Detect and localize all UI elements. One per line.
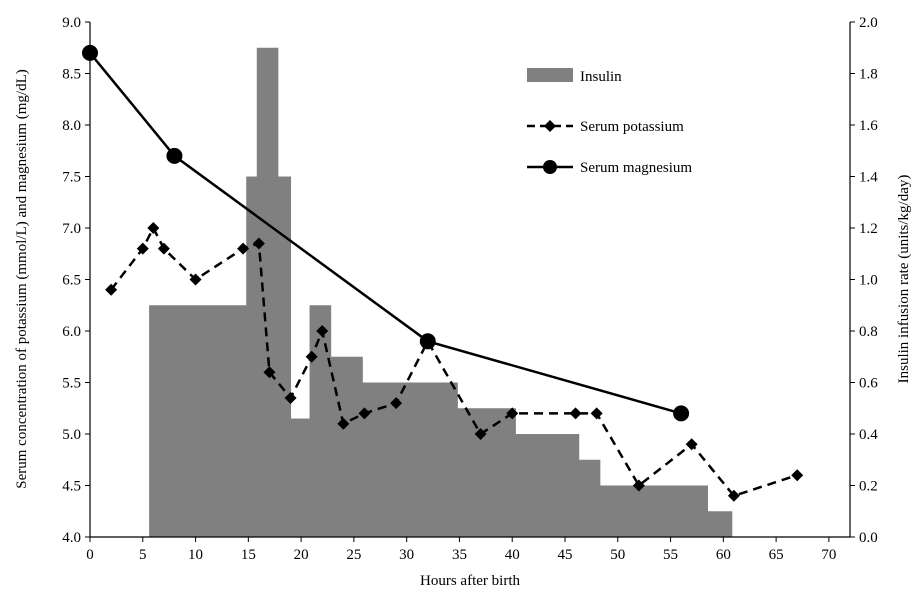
y-left-tick-label: 5.0 bbox=[62, 427, 81, 443]
insulin-bar-3 bbox=[277, 176, 292, 537]
insulin-bar-9 bbox=[515, 434, 580, 537]
potassium-point bbox=[358, 407, 371, 420]
magnesium-point bbox=[673, 405, 690, 422]
left-axis-title: Serum concentration of potassium (mmol/L… bbox=[14, 69, 30, 489]
potassium-point bbox=[237, 242, 250, 255]
y-right-tick-label: 0.0 bbox=[859, 530, 878, 546]
y-right-tick-label: 1.6 bbox=[859, 118, 878, 134]
potassium-point bbox=[569, 407, 582, 420]
y-right-tick-label: 1.2 bbox=[859, 221, 878, 237]
insulin-bar-12 bbox=[707, 511, 733, 537]
potassium-point bbox=[189, 273, 202, 286]
y-left-tick-label: 8.5 bbox=[62, 67, 81, 83]
potassium-point bbox=[263, 366, 276, 379]
y-right-tick-label: 1.8 bbox=[859, 67, 878, 83]
x-tick-label: 70 bbox=[821, 547, 836, 563]
potassium-point bbox=[147, 222, 160, 234]
insulin-bars bbox=[149, 47, 733, 537]
legend-magnesium-label: Serum magnesium bbox=[580, 160, 692, 176]
x-tick-label: 0 bbox=[86, 547, 94, 563]
x-tick-label: 65 bbox=[769, 547, 784, 563]
insulin-bar-4 bbox=[290, 418, 311, 537]
y-left-tick-label: 4.5 bbox=[62, 479, 81, 495]
insulin-bar-11 bbox=[599, 485, 708, 537]
y-right-tick-label: 0.2 bbox=[859, 479, 878, 495]
insulin-bar-5 bbox=[309, 305, 332, 537]
potassium-point bbox=[252, 237, 265, 250]
potassium-point bbox=[632, 479, 645, 492]
insulin-bar-2 bbox=[256, 47, 279, 537]
x-tick-label: 20 bbox=[294, 547, 309, 563]
x-axis-title: Hours after birth bbox=[420, 573, 520, 589]
x-tick-label: 25 bbox=[346, 547, 361, 563]
tick-labels: 0 5 10 15 20 25 30 35 40 45 50 55 60 65 70 4.0 4.5 5.0 5.5… bbox=[62, 15, 878, 563]
y-left-tick-label: 6.5 bbox=[62, 273, 81, 289]
insulin-bar-1 bbox=[246, 176, 258, 537]
y-right-tick-label: 0.8 bbox=[859, 324, 878, 340]
series-lines bbox=[82, 44, 804, 502]
magnesium-point bbox=[166, 147, 183, 164]
magnesium-point bbox=[82, 44, 98, 61]
potassium-point bbox=[474, 428, 487, 440]
axes bbox=[85, 21, 855, 542]
y-left-tick-label: 4.0 bbox=[62, 530, 81, 546]
legend-potassium-marker bbox=[544, 120, 556, 132]
y-right-tick-label: 0.4 bbox=[859, 427, 878, 443]
potassium-point bbox=[390, 397, 403, 410]
y-left-tick-label: 9.0 bbox=[62, 15, 81, 31]
magnesium-line bbox=[89, 52, 682, 415]
insulin-bar-8 bbox=[457, 408, 516, 537]
x-tick-label: 55 bbox=[663, 547, 678, 563]
potassium-point bbox=[316, 325, 329, 337]
potassium-point bbox=[590, 407, 603, 420]
y-left-tick-label: 7.0 bbox=[62, 221, 81, 237]
y-right-tick-label: 1.4 bbox=[859, 170, 878, 186]
x-tick-label: 30 bbox=[399, 547, 414, 563]
y-left-tick-label: 8.0 bbox=[62, 118, 81, 134]
y-left-tick-label: 7.5 bbox=[62, 170, 81, 186]
potassium-point bbox=[506, 407, 519, 420]
insulin-bar-6 bbox=[330, 356, 363, 537]
y-left-tick-label: 5.5 bbox=[62, 376, 81, 392]
x-tick-label: 10 bbox=[188, 547, 203, 563]
potassium-point bbox=[284, 391, 297, 404]
potassium-point bbox=[727, 489, 740, 502]
legend-magnesium-marker bbox=[543, 160, 557, 174]
x-tick-label: 5 bbox=[139, 547, 147, 563]
legend-potassium-label: Serum potassium bbox=[580, 119, 684, 135]
x-tick-label: 50 bbox=[610, 547, 625, 563]
legend-insulin-label: Insulin bbox=[580, 69, 622, 85]
y-left-tick-label: 6.0 bbox=[62, 324, 81, 340]
potassium-point bbox=[305, 350, 318, 363]
x-tick-label: 15 bbox=[241, 547, 256, 563]
insulin-bar-0 bbox=[149, 305, 247, 537]
legend-insulin-swatch bbox=[527, 68, 573, 82]
x-tick-label: 45 bbox=[558, 547, 573, 563]
insulin-bar-7 bbox=[362, 382, 458, 537]
potassium-point bbox=[157, 242, 170, 255]
insulin-bar-10 bbox=[578, 459, 601, 537]
x-tick-label: 35 bbox=[452, 547, 467, 563]
magnesium-point bbox=[419, 333, 436, 350]
potassium-point bbox=[105, 283, 118, 296]
potassium-point bbox=[685, 438, 698, 451]
x-tick-label: 40 bbox=[505, 547, 520, 563]
potassium-point bbox=[337, 417, 350, 430]
y-right-tick-label: 2.0 bbox=[859, 15, 878, 31]
potassium-point bbox=[136, 242, 149, 255]
x-tick-label: 60 bbox=[716, 547, 731, 563]
legend: Insulin Serum potassium Serum magnesium bbox=[527, 68, 692, 176]
y-right-tick-label: 0.6 bbox=[859, 376, 878, 392]
potassium-point bbox=[791, 469, 804, 482]
right-axis-title: Insulin infusion rate (units/kg/day) bbox=[896, 175, 912, 384]
y-right-tick-label: 1.0 bbox=[859, 273, 878, 289]
